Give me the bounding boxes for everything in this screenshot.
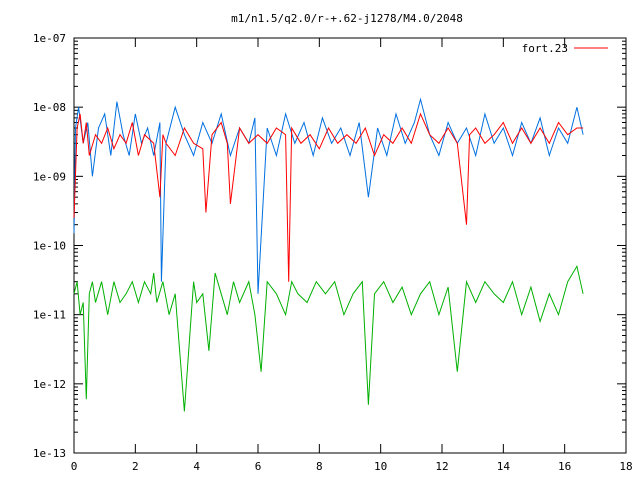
legend: fort.23 (522, 42, 608, 55)
series-line-2 (73, 264, 584, 412)
series-line-1 (73, 97, 584, 294)
y-tick-label: 1e-11 (33, 309, 66, 322)
y-tick-label: 1e-12 (33, 378, 66, 391)
x-tick-label: 12 (435, 460, 448, 473)
y-tick-label: 1e-10 (33, 240, 66, 253)
x-tick-label: 10 (374, 460, 387, 473)
plot-frame (73, 37, 627, 454)
y-tick-label: 1e-13 (33, 447, 66, 460)
y-tick-label: 1e-09 (33, 170, 66, 183)
axes: 1e-07 1e-08 1e-09 1e-10 1e-11 1e-12 1e-13 0 2 4 6 8… (33, 32, 633, 473)
x-tick-label: 14 (497, 460, 511, 473)
x-tick-label: 6 (255, 460, 262, 473)
x-tick-label: 16 (558, 460, 571, 473)
y-tick-label: 1e-07 (33, 32, 66, 45)
x-tick-label: 0 (71, 460, 78, 473)
legend-label-fort-23: fort.23 (522, 42, 568, 55)
series-line-0 (73, 112, 584, 282)
x-tick-label: 2 (132, 460, 139, 473)
series-group (73, 97, 584, 412)
y-tick-label: 1e-08 (33, 101, 66, 114)
chart-title: m1/n1.5/q2.0/r-+.62-j1278/M4.0/2048 (231, 12, 463, 25)
x-tick-label: 4 (193, 460, 200, 473)
x-tick-label: 8 (316, 460, 323, 473)
x-tick-label: 18 (619, 460, 632, 473)
